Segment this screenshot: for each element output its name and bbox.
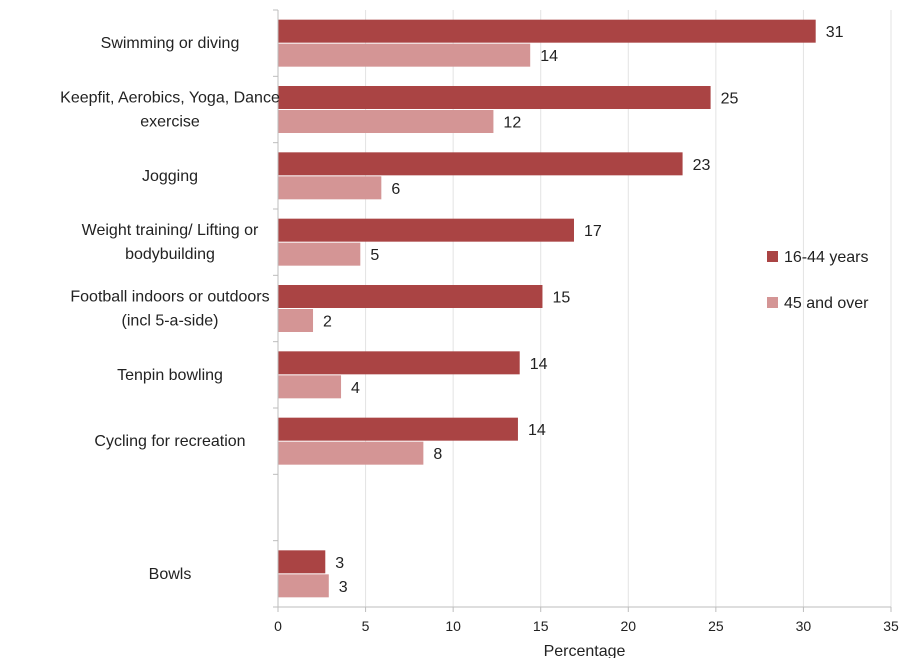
bar-series-2 (278, 441, 424, 465)
x-tick-label: 10 (445, 618, 461, 634)
category-label: Bowls (149, 566, 192, 583)
x-axis-title: Percentage (544, 643, 626, 658)
axes (273, 9, 892, 612)
data-label: 15 (552, 290, 570, 307)
data-label: 8 (433, 446, 442, 463)
bar-series-2 (278, 375, 342, 399)
data-labels: 31 14 25 12 23 6 17 5 15 2 14 4 14 8 3 3 (323, 24, 844, 596)
category-label: Tenpin bowling (117, 367, 223, 384)
bar-series-1 (278, 285, 543, 308)
x-tick-label: 35 (883, 618, 899, 634)
bars (278, 19, 816, 598)
x-tick-label: 0 (274, 618, 282, 634)
data-label: 14 (540, 48, 558, 65)
bar-series-1 (278, 152, 683, 176)
bar-series-1 (278, 417, 518, 441)
x-tick-label: 25 (708, 618, 724, 634)
category-label: Cycling for recreation (94, 433, 245, 450)
data-label: 3 (339, 579, 348, 596)
tick-labels: 0 5 10 15 20 25 30 35 (274, 618, 899, 634)
data-label: 5 (370, 247, 379, 264)
data-label: 14 (528, 422, 546, 439)
bar-series-2 (278, 242, 361, 266)
legend-swatch (767, 297, 778, 308)
category-label: (incl 5-a-side) (122, 313, 219, 330)
bar-series-1 (278, 86, 711, 109)
bar-series-1 (278, 351, 520, 375)
bar-series-1 (278, 19, 816, 43)
bar-series-2 (278, 309, 314, 332)
bar-series-1 (278, 218, 574, 242)
data-label: 6 (391, 181, 400, 198)
category-label: bodybuilding (125, 246, 215, 263)
legend-label: 16-44 years (784, 249, 869, 266)
x-tick-label: 30 (796, 618, 812, 634)
category-label: Keepfit, Aerobics, Yoga, Dance (60, 90, 280, 107)
bar-series-2 (278, 574, 329, 598)
category-label: Jogging (142, 168, 198, 185)
category-label: Swimming or diving (101, 35, 240, 52)
category-label: Weight training/ Lifting or (82, 222, 259, 239)
legend-label: 45 and over (784, 295, 869, 312)
data-label: 17 (584, 223, 602, 240)
gridlines (365, 10, 892, 607)
data-label: 25 (721, 91, 739, 108)
legend: 16-44 years 45 and over (767, 249, 869, 312)
category-labels: Swimming or diving Keepfit, Aerobics, Yog… (60, 35, 280, 583)
bar-series-2 (278, 43, 531, 67)
x-tick-label: 15 (533, 618, 549, 634)
category-label: exercise (140, 114, 200, 131)
bar-series-2 (278, 110, 494, 133)
data-label: 4 (351, 380, 360, 397)
data-label: 3 (335, 555, 344, 572)
legend-swatch (767, 251, 778, 262)
bar-series-2 (278, 176, 382, 200)
category-label: Football indoors or outdoors (70, 289, 269, 306)
data-label: 31 (826, 24, 844, 41)
data-label: 12 (503, 115, 521, 132)
x-tick-label: 5 (362, 618, 370, 634)
data-label: 14 (530, 356, 548, 373)
data-label: 2 (323, 314, 332, 331)
x-tick-label: 20 (620, 618, 636, 634)
data-label: 23 (693, 157, 711, 174)
bar-series-1 (278, 550, 326, 574)
